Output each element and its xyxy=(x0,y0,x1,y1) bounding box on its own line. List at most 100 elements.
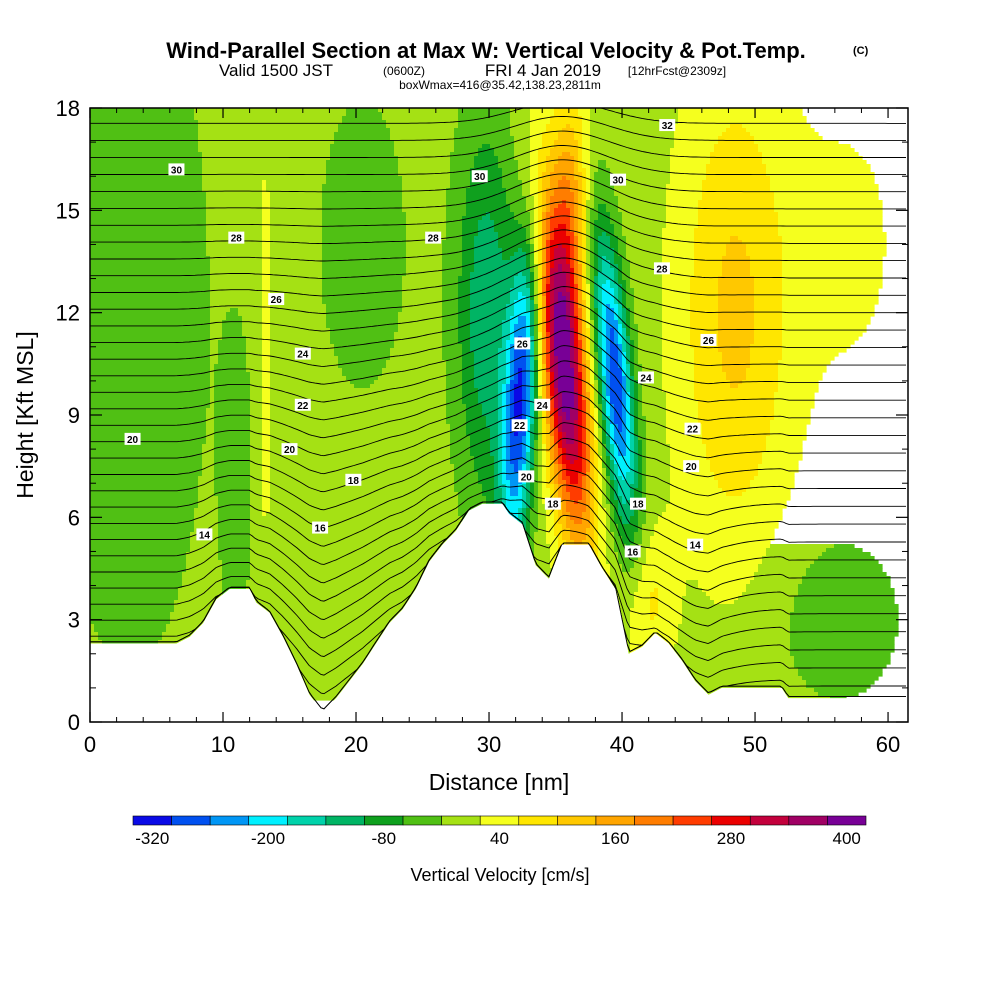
velocity-cell xyxy=(334,140,395,145)
velocity-cell xyxy=(582,172,587,177)
velocity-cell xyxy=(510,404,515,409)
velocity-cell xyxy=(642,524,655,529)
velocity-cell xyxy=(530,212,535,217)
velocity-cell xyxy=(818,556,875,561)
velocity-cell xyxy=(546,336,551,341)
velocity-cell xyxy=(502,344,507,349)
velocity-cell xyxy=(574,268,579,273)
velocity-cell xyxy=(634,476,639,481)
velocity-cell xyxy=(530,260,535,265)
velocity-cell xyxy=(534,452,539,457)
velocity-cell xyxy=(578,196,583,201)
velocity-cell xyxy=(606,556,619,561)
velocity-cell xyxy=(534,232,539,237)
velocity-cell xyxy=(590,392,595,397)
velocity-cell xyxy=(558,436,563,441)
velocity-cell xyxy=(598,508,607,513)
velocity-cell xyxy=(638,516,647,521)
velocity-cell xyxy=(554,436,559,441)
contour-label-box xyxy=(637,371,654,384)
velocity-cell xyxy=(270,336,331,341)
velocity-cell xyxy=(754,476,795,481)
velocity-cell xyxy=(522,408,527,413)
velocity-cell xyxy=(598,216,611,221)
velocity-cell xyxy=(658,612,683,617)
velocity-cell xyxy=(630,632,679,637)
velocity-cell xyxy=(250,424,263,429)
velocity-cell xyxy=(534,448,539,453)
velocity-cell xyxy=(534,200,539,205)
velocity-cell xyxy=(250,392,263,397)
velocity-cell xyxy=(602,368,607,373)
velocity-cell xyxy=(610,344,619,349)
velocity-cell xyxy=(638,548,647,553)
velocity-cell xyxy=(530,252,535,257)
velocity-cell xyxy=(538,484,543,489)
velocity-cell xyxy=(214,444,251,449)
velocity-cell xyxy=(686,584,699,589)
velocity-cell xyxy=(586,208,591,213)
velocity-cell xyxy=(626,304,635,309)
velocity-cell xyxy=(586,260,591,265)
velocity-cell xyxy=(582,312,587,317)
velocity-cell xyxy=(694,376,727,381)
velocity-cell xyxy=(586,264,591,269)
velocity-cell xyxy=(558,388,575,393)
velocity-cell xyxy=(558,492,563,497)
velocity-cell xyxy=(518,468,523,473)
velocity-cell xyxy=(474,468,495,473)
velocity-cell xyxy=(638,328,663,333)
velocity-cell xyxy=(610,364,619,369)
velocity-cell xyxy=(538,264,543,269)
velocity-cell xyxy=(270,408,447,413)
velocity-cell xyxy=(506,364,511,369)
velocity-cell xyxy=(670,164,707,169)
velocity-cell xyxy=(586,444,591,449)
velocity-cell xyxy=(538,420,543,425)
velocity-cell xyxy=(262,456,271,461)
velocity-cell xyxy=(506,344,511,349)
velocity-cell xyxy=(526,488,531,493)
velocity-cell xyxy=(634,428,639,433)
velocity-cell xyxy=(594,344,599,349)
velocity-cell xyxy=(662,348,695,353)
velocity-cell xyxy=(598,296,603,301)
velocity-cell xyxy=(582,272,587,277)
velocity-cell xyxy=(606,424,611,429)
velocity-cell xyxy=(754,336,783,341)
contour-label-text: 16 xyxy=(627,547,639,558)
velocity-cell xyxy=(718,300,755,305)
velocity-cell xyxy=(790,628,899,633)
velocity-cell xyxy=(214,380,251,385)
velocity-cell xyxy=(582,424,587,429)
velocity-cell xyxy=(90,496,199,501)
velocity-cell xyxy=(590,412,595,417)
velocity-cell xyxy=(90,336,211,341)
velocity-cell xyxy=(458,328,471,333)
velocity-cell xyxy=(562,496,571,501)
velocity-cell xyxy=(622,520,631,525)
velocity-cell xyxy=(90,484,199,489)
velocity-cell xyxy=(638,476,643,481)
velocity-cell xyxy=(586,376,591,381)
velocity-cell xyxy=(586,300,591,305)
velocity-cell xyxy=(202,168,327,173)
velocity-cell xyxy=(718,280,755,285)
velocity-cell xyxy=(558,184,571,189)
velocity-cell xyxy=(262,380,271,385)
velocity-cell xyxy=(602,288,615,293)
velocity-cell xyxy=(578,236,583,241)
velocity-cell xyxy=(554,484,559,489)
velocity-cell xyxy=(526,240,531,245)
velocity-cell xyxy=(322,272,407,277)
velocity-cell xyxy=(570,228,575,233)
velocity-cell xyxy=(470,344,503,349)
velocity-cell xyxy=(214,404,251,409)
velocity-cell xyxy=(398,320,443,325)
velocity-cell xyxy=(782,352,839,357)
velocity-cell xyxy=(538,440,543,445)
velocity-cell xyxy=(546,316,551,321)
velocity-cell xyxy=(510,132,531,137)
velocity-cell xyxy=(578,164,583,169)
velocity-cell xyxy=(538,236,543,241)
